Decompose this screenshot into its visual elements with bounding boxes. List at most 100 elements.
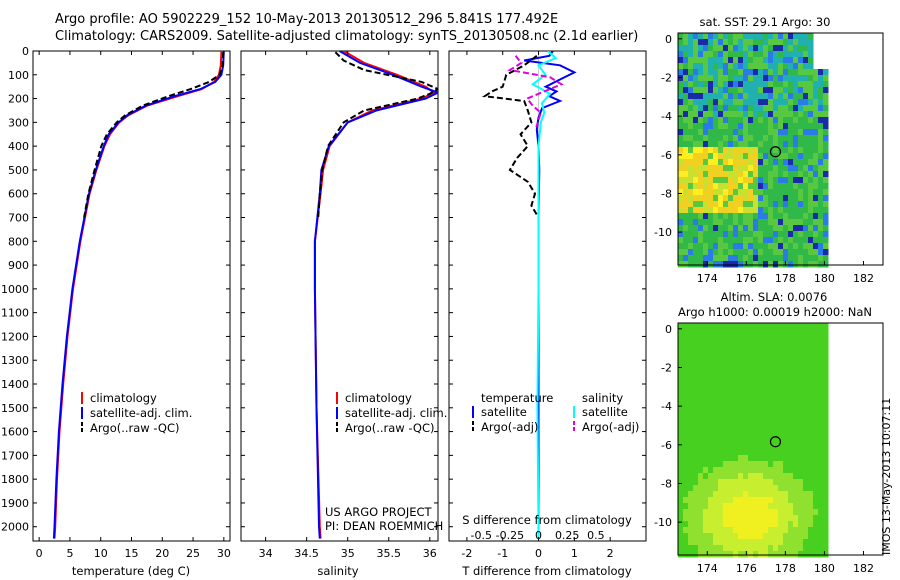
map-cell (713, 521, 719, 528)
map-cell (748, 207, 754, 214)
map-cell (743, 45, 749, 52)
map-cell (743, 395, 749, 402)
map-cell (703, 449, 709, 456)
map-cell (798, 503, 804, 510)
map-cell (718, 129, 724, 136)
map-cell (768, 335, 774, 342)
map-cell (748, 473, 754, 480)
map-cell (688, 213, 694, 220)
map-cell (813, 135, 819, 142)
map-cell (793, 117, 799, 124)
map-cell (708, 117, 714, 124)
map-cell (748, 419, 754, 426)
map-cell (713, 491, 719, 498)
map-cell (758, 341, 764, 348)
map-cell (803, 255, 809, 262)
map-cell (743, 63, 749, 70)
map-cell (813, 383, 819, 390)
map-cell (773, 81, 779, 88)
map-cell (783, 93, 789, 100)
map-cell (713, 485, 719, 492)
map-cell (783, 323, 789, 330)
map-cell (768, 171, 774, 178)
map-cell (683, 371, 689, 378)
map-cell (813, 195, 819, 202)
map-cell (678, 81, 684, 88)
map-cell (823, 177, 829, 184)
map-cell (773, 75, 779, 82)
map-cell (773, 69, 779, 76)
map-cell (768, 123, 774, 130)
map-cell (753, 255, 759, 262)
map-cell (768, 33, 774, 40)
map-cell (683, 443, 689, 450)
map-cell (703, 491, 709, 498)
map-cell (808, 497, 814, 504)
map-cell (678, 431, 684, 438)
map-cell (818, 413, 824, 420)
map-cell (693, 261, 699, 268)
map-cell (738, 539, 744, 546)
map-cell (738, 105, 744, 112)
map-cell (793, 335, 799, 342)
map-cell (788, 389, 794, 396)
map-cell (703, 359, 709, 366)
map-cell (763, 521, 769, 528)
map-cell (788, 503, 794, 510)
map-cell (708, 335, 714, 342)
map-cell (803, 63, 809, 70)
map-cell (778, 329, 784, 336)
map-cell (678, 497, 684, 504)
map-cell (738, 213, 744, 220)
map-cell (738, 485, 744, 492)
map-cell (733, 419, 739, 426)
map-cell (748, 431, 754, 438)
map-cell (823, 81, 829, 88)
map-cell (683, 419, 689, 426)
map-cell (763, 407, 769, 414)
map-cell (753, 473, 759, 480)
map-cell (778, 431, 784, 438)
map-cell (808, 99, 814, 106)
map-cell (708, 353, 714, 360)
map-cell (688, 75, 694, 82)
map-cell (818, 231, 824, 238)
map-cell (743, 231, 749, 238)
map-cell (818, 347, 824, 354)
map-cell (748, 545, 754, 552)
map-cell (813, 99, 819, 106)
map-cell (768, 419, 774, 426)
map-cell (753, 39, 759, 46)
map-cell (733, 497, 739, 504)
map-cell (788, 153, 794, 160)
map-cell (758, 359, 764, 366)
map-cell (768, 177, 774, 184)
map-cell (758, 533, 764, 540)
map-cell (758, 255, 764, 262)
map-cell (713, 129, 719, 136)
map-cell (738, 383, 744, 390)
map-cell (763, 341, 769, 348)
map-cell (733, 165, 739, 172)
map-cell (778, 461, 784, 468)
map-cell (743, 329, 749, 336)
map-cell (808, 395, 814, 402)
map-cell (683, 335, 689, 342)
map-cell (723, 353, 729, 360)
map-cell (788, 207, 794, 214)
map-cell (728, 527, 734, 534)
map-cell (693, 105, 699, 112)
map-cell (713, 467, 719, 474)
map-cell (823, 365, 829, 372)
map-cell (773, 383, 779, 390)
map-cell (733, 509, 739, 516)
map-cell (798, 171, 804, 178)
map-cell (818, 225, 824, 232)
map-cell (703, 347, 709, 354)
map-cell (688, 353, 694, 360)
map-cell (763, 449, 769, 456)
map-cell (703, 335, 709, 342)
map-cell (688, 69, 694, 76)
map-cell (793, 99, 799, 106)
temperature-legend-climatology: climatology (90, 391, 157, 405)
